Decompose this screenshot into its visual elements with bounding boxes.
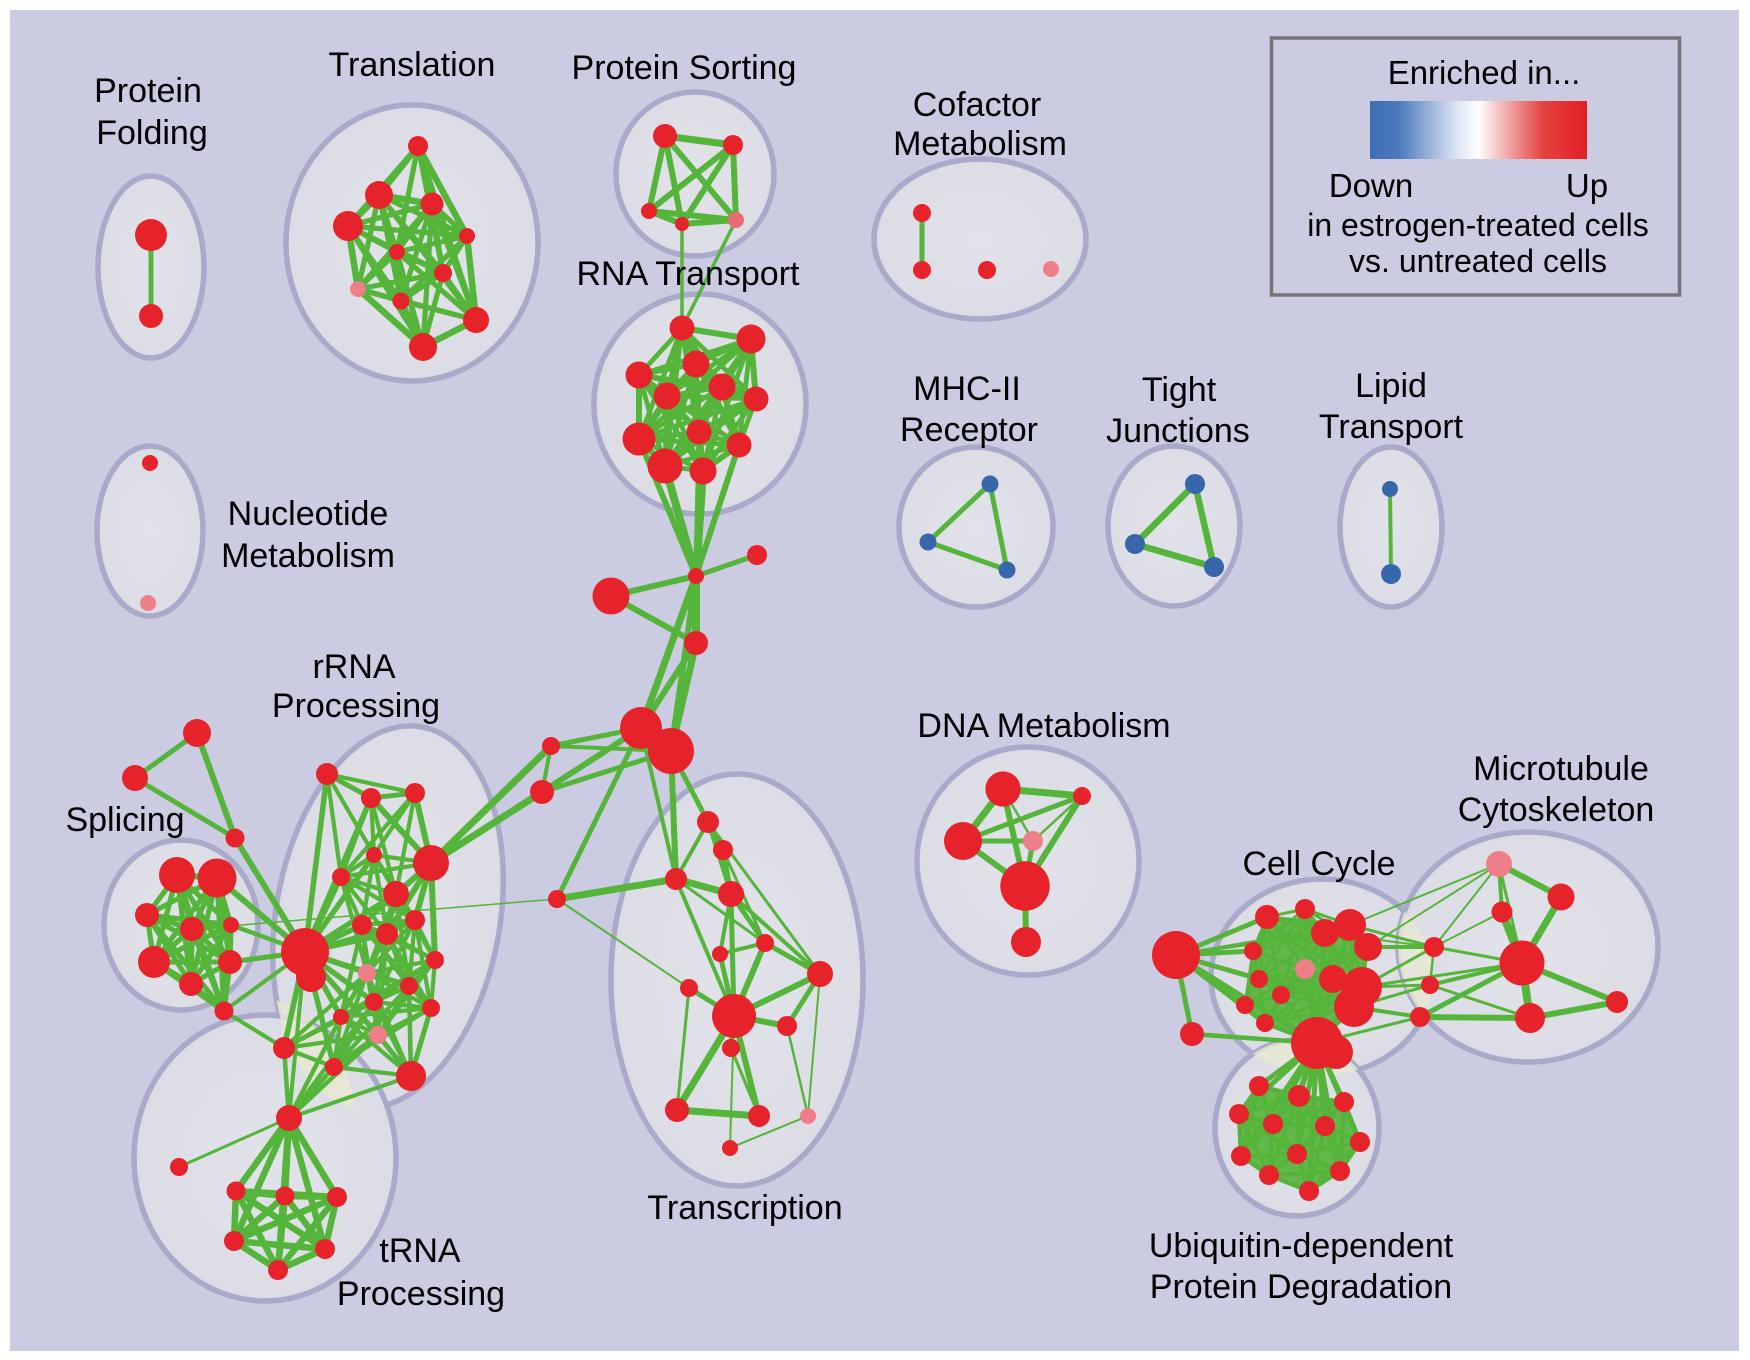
svg-text:Cytoskeleton: Cytoskeleton <box>1458 791 1655 829</box>
svg-text:Folding: Folding <box>96 114 208 152</box>
svg-text:Lipid: Lipid <box>1355 367 1427 405</box>
svg-text:DNA Metabolism: DNA Metabolism <box>917 707 1170 745</box>
svg-text:Processing: Processing <box>272 687 440 725</box>
svg-text:Protein: Protein <box>94 72 202 110</box>
svg-text:Translation: Translation <box>329 46 496 84</box>
svg-text:MHC-II: MHC-II <box>913 370 1021 408</box>
svg-text:Ubiquitin-dependent: Ubiquitin-dependent <box>1149 1227 1454 1265</box>
svg-text:vs. untreated cells: vs. untreated cells <box>1349 243 1607 279</box>
svg-text:Junctions: Junctions <box>1106 412 1250 450</box>
svg-text:Metabolism: Metabolism <box>893 125 1067 163</box>
svg-text:Microtubule: Microtubule <box>1473 750 1649 788</box>
svg-text:Transcription: Transcription <box>647 1189 842 1227</box>
svg-text:Protein Sorting: Protein Sorting <box>572 49 797 87</box>
svg-text:Protein Degradation: Protein Degradation <box>1150 1268 1452 1306</box>
svg-text:Enriched in...: Enriched in... <box>1388 54 1581 91</box>
svg-text:Receptor: Receptor <box>900 411 1038 449</box>
svg-text:Nucleotide: Nucleotide <box>228 495 389 533</box>
svg-text:rRNA: rRNA <box>312 648 395 686</box>
svg-text:Up: Up <box>1566 167 1608 204</box>
svg-text:tRNA: tRNA <box>379 1232 461 1270</box>
svg-text:Transport: Transport <box>1319 408 1464 446</box>
svg-text:Cell Cycle: Cell Cycle <box>1242 845 1395 883</box>
svg-text:Splicing: Splicing <box>65 801 184 839</box>
svg-text:Tight: Tight <box>1142 371 1217 409</box>
svg-text:Metabolism: Metabolism <box>221 537 395 575</box>
svg-text:Cofactor: Cofactor <box>913 86 1042 124</box>
svg-text:Down: Down <box>1329 167 1413 204</box>
svg-text:Processing: Processing <box>337 1275 505 1313</box>
svg-text:in estrogen-treated cells: in estrogen-treated cells <box>1307 207 1649 243</box>
svg-text:RNA Transport: RNA Transport <box>577 255 801 293</box>
